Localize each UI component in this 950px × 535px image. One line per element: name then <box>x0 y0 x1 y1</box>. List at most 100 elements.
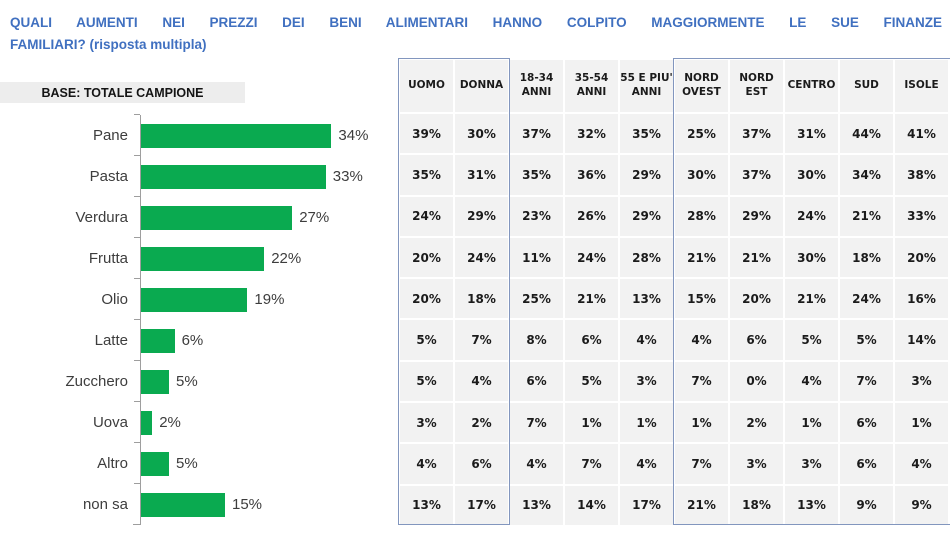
table-cell: 3% <box>400 403 453 443</box>
table-cell: 18% <box>840 237 893 278</box>
table-cell: 13% <box>785 485 838 525</box>
table-cell: 29% <box>620 196 673 236</box>
table-cell: 9% <box>840 485 893 525</box>
table-cell: 23% <box>510 196 563 236</box>
table-cell: 25% <box>675 114 728 154</box>
table-cell: 1% <box>620 403 673 443</box>
category-label: non sa <box>82 496 128 513</box>
bar-plot-area: 5% <box>134 442 398 484</box>
table-cell: 30% <box>785 155 838 195</box>
column-header: DONNA <box>455 60 508 112</box>
table-cell: 44% <box>840 114 893 154</box>
chart-row: Latte 6% <box>0 319 398 361</box>
table-cell: 26% <box>565 196 618 236</box>
table-cell: 6% <box>730 320 783 360</box>
table-cell: 7% <box>840 361 893 402</box>
bar-chart: Pane 34% Pasta 33% Verdura 27% Frutta 22% Olio 19… <box>0 114 398 525</box>
bar <box>141 369 169 394</box>
table-cell: 18% <box>730 485 783 525</box>
table-cell: 0% <box>730 361 783 402</box>
table-cell: 7% <box>455 320 508 360</box>
bar-value-label: 19% <box>254 291 285 308</box>
table-cell: 35% <box>400 155 453 195</box>
table-cell: 30% <box>675 155 728 195</box>
table-cell: 21% <box>565 279 618 319</box>
bar <box>141 410 153 435</box>
table-cell: 41% <box>895 114 948 154</box>
bar-value-label: 22% <box>271 250 302 267</box>
table-cell: 6% <box>565 320 618 360</box>
table-cell: 7% <box>510 403 563 443</box>
bar <box>141 205 293 230</box>
chart-row: Pasta 33% <box>0 155 398 197</box>
column-header: NORD EST <box>730 60 783 112</box>
page-title: QUALI AUMENTI NEI PREZZI DEI BENI ALIMEN… <box>10 12 942 55</box>
bar <box>141 451 169 476</box>
table-cell: 24% <box>400 196 453 236</box>
table-cell: 14% <box>565 485 618 525</box>
category-label: Olio <box>101 291 128 308</box>
chart-row: Uova 2% <box>0 401 398 443</box>
table-cell: 4% <box>675 320 728 360</box>
table-cell: 34% <box>840 155 893 195</box>
table-cell: 4% <box>620 320 673 360</box>
table-cell: 6% <box>455 444 508 484</box>
table-cell: 18% <box>455 279 508 319</box>
bar-plot-area: 15% <box>134 483 398 525</box>
table-cell: 9% <box>895 485 948 525</box>
table-cell: 30% <box>785 237 838 278</box>
table-cell: 36% <box>565 155 618 195</box>
table-cell: 7% <box>565 444 618 484</box>
bar <box>141 164 326 189</box>
bar-value-label: 5% <box>176 455 198 472</box>
column-header: NORD OVEST <box>675 60 728 112</box>
table-cell: 5% <box>400 361 453 402</box>
category-label: Verdura <box>75 209 128 226</box>
table-cell: 2% <box>455 403 508 443</box>
table-cell: 13% <box>400 485 453 525</box>
table-cell: 29% <box>455 196 508 236</box>
table-cell: 32% <box>565 114 618 154</box>
table-cell: 4% <box>510 444 563 484</box>
bar <box>141 246 265 271</box>
table-cell: 21% <box>730 237 783 278</box>
table-cell: 6% <box>510 361 563 402</box>
table-cell: 20% <box>400 279 453 319</box>
chart-row: Altro 5% <box>0 442 398 484</box>
table-cell: 17% <box>455 485 508 525</box>
table-cell: 24% <box>840 279 893 319</box>
table-cell: 31% <box>455 155 508 195</box>
bar-plot-area: 6% <box>134 319 398 361</box>
base-label: BASE: TOTALE CAMPIONE <box>0 82 245 103</box>
table-cell: 35% <box>510 155 563 195</box>
column-header: CENTRO <box>785 60 838 112</box>
chart-row: Olio 19% <box>0 278 398 320</box>
table-cell: 3% <box>895 361 948 402</box>
chart-row: non sa 15% <box>0 483 398 525</box>
table-cell: 24% <box>565 237 618 278</box>
bar-plot-area: 2% <box>134 401 398 443</box>
table-cell: 33% <box>895 196 948 236</box>
table-cell: 13% <box>620 279 673 319</box>
table-cell: 37% <box>730 114 783 154</box>
page-title-line2: FAMILIARI? (risposta multipla) <box>10 36 207 52</box>
bar-value-label: 15% <box>232 496 263 513</box>
category-label: Uova <box>92 414 128 431</box>
column-header: ISOLE <box>895 60 948 112</box>
table-cell: 20% <box>895 237 948 278</box>
table-cell: 3% <box>620 361 673 402</box>
table-cell: 1% <box>565 403 618 443</box>
category-label: Latte <box>94 332 128 349</box>
table-cell: 6% <box>840 403 893 443</box>
table-cell: 20% <box>730 279 783 319</box>
table-cell: 5% <box>840 320 893 360</box>
column-header: UOMO <box>400 60 453 112</box>
bar-plot-area: 5% <box>134 360 398 402</box>
table-cell: 2% <box>730 403 783 443</box>
table-cell: 5% <box>400 320 453 360</box>
table-cell: 38% <box>895 155 948 195</box>
table-cell: 11% <box>510 237 563 278</box>
bar <box>141 287 248 312</box>
bar-plot-area: 33% <box>134 155 398 197</box>
